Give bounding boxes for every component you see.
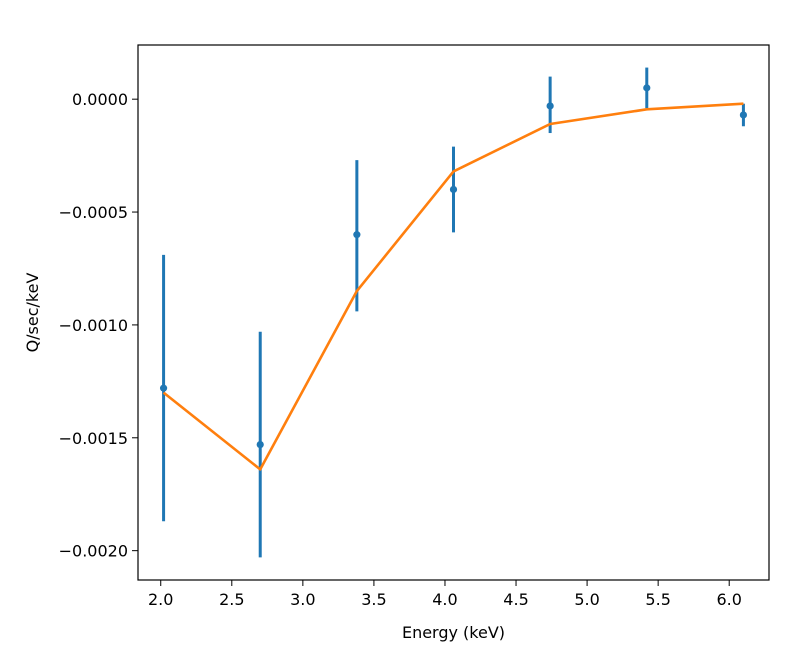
data-point bbox=[159, 384, 168, 392]
y-tick-label: −0.0015 bbox=[59, 429, 128, 448]
model-line bbox=[162, 102, 744, 471]
x-tick-label: 4.5 bbox=[503, 590, 528, 609]
data-point bbox=[546, 102, 554, 110]
x-tick-label: 4.0 bbox=[432, 590, 457, 609]
x-tick-label: 5.5 bbox=[645, 590, 670, 609]
x-tick-label: 6.0 bbox=[716, 590, 741, 609]
y-tick-label: 0.0000 bbox=[72, 90, 128, 109]
x-tick-label: 2.5 bbox=[219, 590, 244, 609]
data-point bbox=[643, 84, 651, 92]
y-axis-label: Q/sec/keV bbox=[23, 273, 42, 353]
y-tick-label: −0.0010 bbox=[59, 316, 128, 335]
axes-frame bbox=[137, 44, 770, 581]
y-tick-label: −0.0020 bbox=[59, 542, 128, 561]
data-point bbox=[739, 111, 748, 119]
data-point bbox=[353, 231, 361, 239]
plot-area bbox=[159, 67, 748, 558]
y-tick-label: −0.0005 bbox=[59, 203, 128, 222]
y-axis: 0.0000 −0.0005 −0.0010 −0.0015 −0.0020 bbox=[59, 90, 138, 561]
data-point bbox=[449, 185, 458, 194]
x-tick-label: 3.0 bbox=[290, 590, 315, 609]
data-point bbox=[256, 440, 264, 449]
x-tick-label: 3.5 bbox=[361, 590, 386, 609]
x-tick-label: 2.0 bbox=[148, 590, 173, 609]
x-axis-label: Energy (keV) bbox=[402, 623, 505, 642]
x-tick-label: 5.0 bbox=[574, 590, 599, 609]
x-axis: 2.0 2.5 3.0 3.5 4.0 4.5 5.0 5.5 6.0 bbox=[148, 580, 742, 609]
